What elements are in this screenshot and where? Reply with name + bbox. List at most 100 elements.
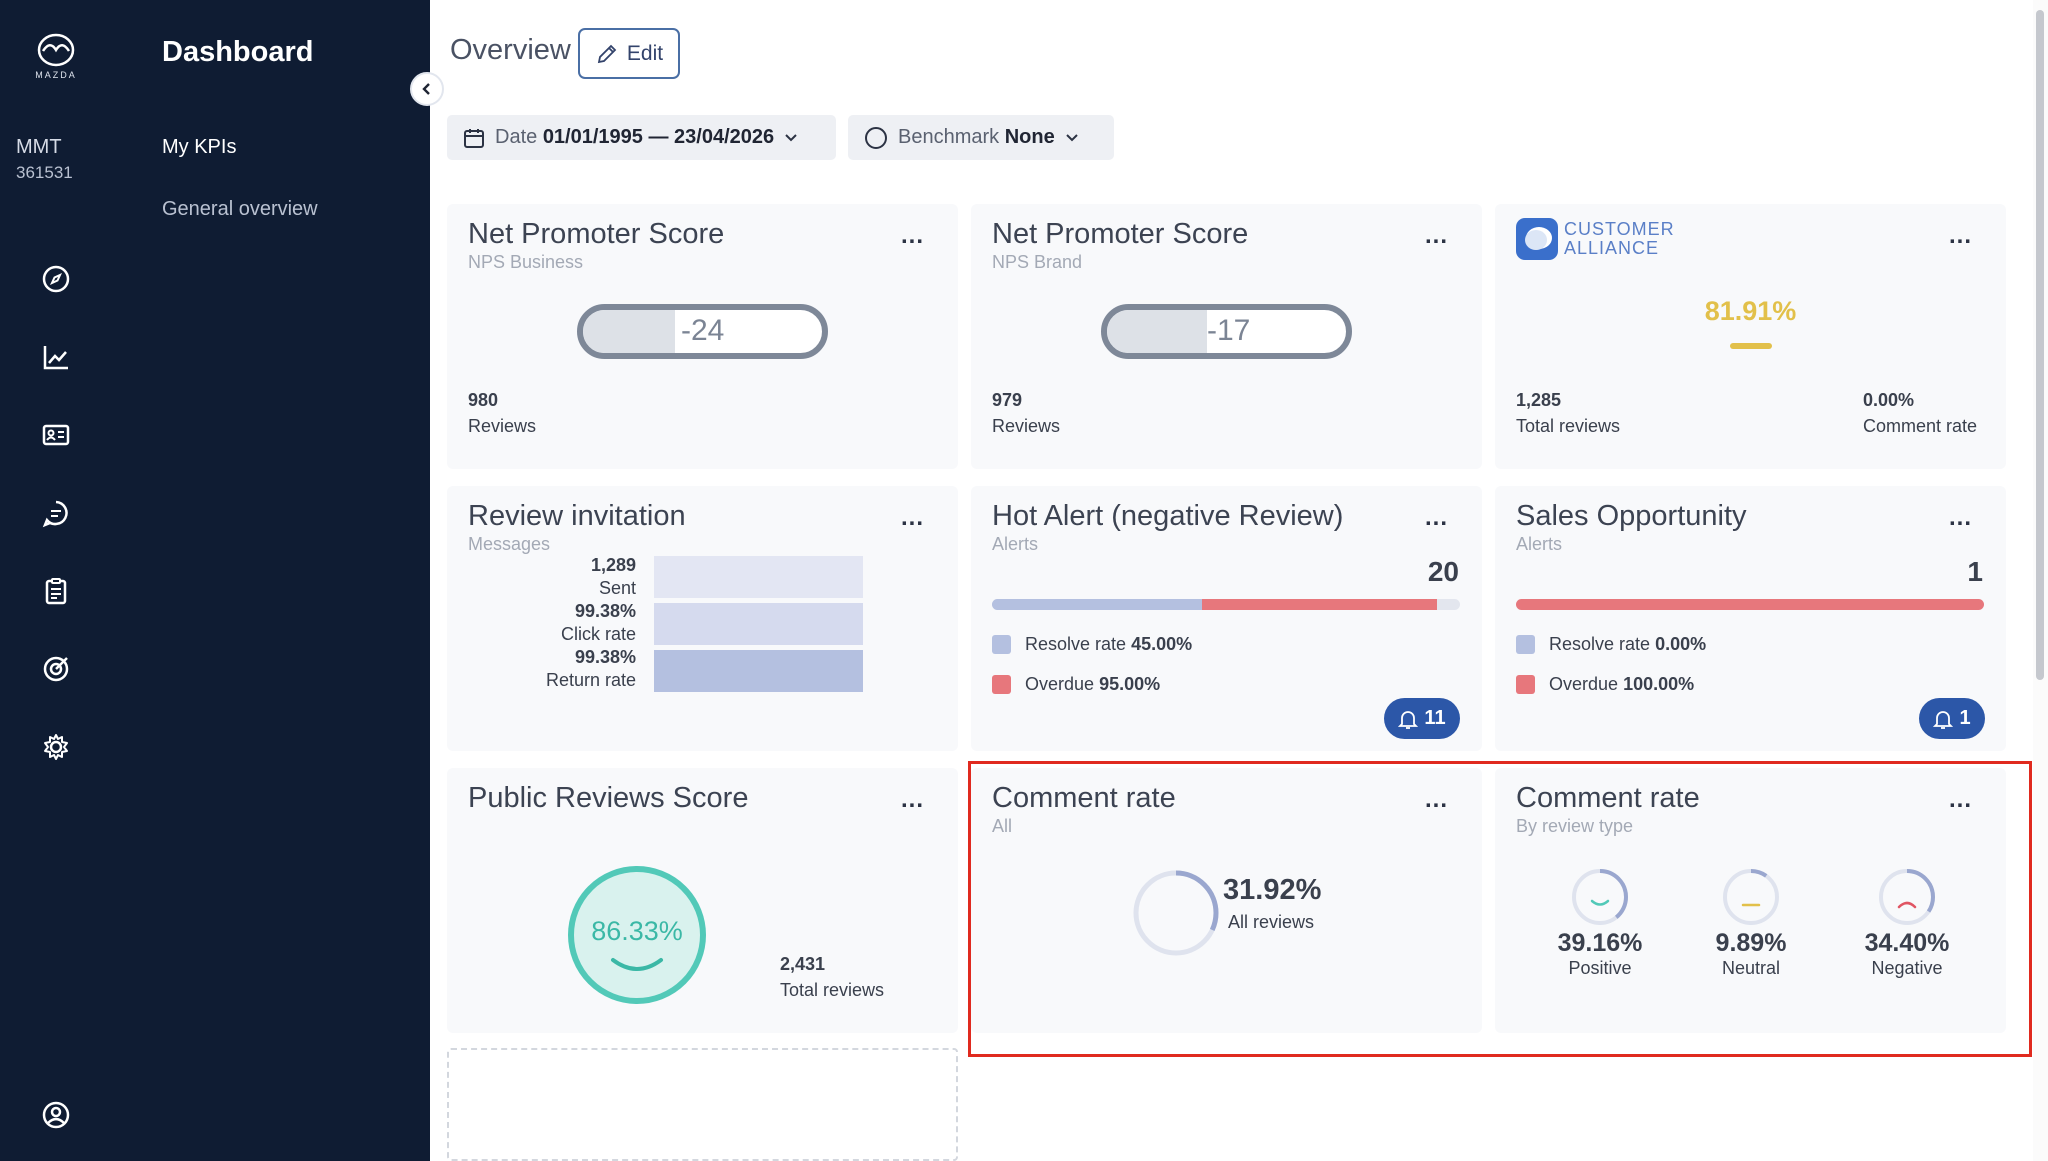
review-count: 980 [468, 390, 499, 410]
customer-alliance-logo: CUSTOMER ALLIANCE [1516, 218, 1675, 260]
funnel-bar-return [654, 650, 863, 692]
more-options-button[interactable]: ... [900, 786, 924, 813]
notification-badge-button[interactable]: 11 [1384, 698, 1460, 739]
click-rate-value: 99.38% [574, 601, 636, 621]
comment-rate-ring-arc [1133, 870, 1219, 956]
card-subtitle: Messages [468, 534, 551, 554]
public-score-gauge [568, 866, 706, 1004]
neutral-value: 9.89% [1715, 929, 1787, 957]
comment-rate-ring [1133, 870, 1219, 956]
comment-rate-label: All reviews [1228, 912, 1315, 932]
card-title: Comment rate [1516, 782, 1700, 814]
total-reviews: 1,285 [1516, 390, 1562, 410]
chevron-down-icon [1066, 133, 1078, 141]
account-info: MMT 361531 [16, 136, 73, 183]
card-subtitle: All [992, 816, 1013, 836]
card-customer-alliance: CUSTOMER ALLIANCE ... 81.91% 1,285 Total… [1495, 204, 2006, 469]
more-options-button[interactable]: ... [1948, 786, 1972, 813]
card-comment-rate-all: Comment rate All ... 31.92% All reviews [971, 768, 1482, 1033]
scrollbar-thumb[interactable] [2036, 10, 2044, 680]
benchmark-filter[interactable]: Benchmark None [848, 115, 1114, 160]
edit-label: Edit [626, 41, 664, 65]
total-reviews-label: Total reviews [780, 980, 885, 1000]
negative-value: 34.40% [1864, 929, 1950, 957]
more-options-button[interactable]: ... [1948, 222, 1972, 249]
date-filter[interactable]: Date 01/01/1995 — 23/04/2026 [447, 115, 836, 160]
positive-ring-arc [1572, 869, 1628, 925]
card-subtitle: NPS Business [468, 252, 584, 272]
resolve-legend: Resolve rate 45.00% [1025, 634, 1192, 655]
compass-icon[interactable] [38, 261, 74, 297]
calendar-icon [464, 128, 484, 148]
ca-score-underline [1730, 343, 1772, 349]
neutral-ring-arc [1723, 869, 1779, 925]
more-options-button[interactable]: ... [900, 504, 924, 531]
return-rate-value: 99.38% [574, 647, 636, 667]
overdue-segment [1202, 599, 1437, 610]
scrollbar[interactable] [2033, 0, 2048, 1161]
empty-widget-placeholder[interactable] [447, 1048, 958, 1161]
overdue-label: Overdue [1025, 674, 1095, 694]
resolve-legend: Resolve rate 0.00% [1549, 634, 1706, 655]
edit-button[interactable]: Edit [578, 28, 680, 79]
chat-icon[interactable] [38, 495, 74, 531]
smile-face-icon [1590, 899, 1610, 906]
card-nps-business: Net Promoter Score NPS Business ... -24 … [447, 204, 958, 469]
resolve-label: Resolve rate [1025, 634, 1127, 654]
sad-face-icon [1897, 901, 1917, 909]
more-options-button[interactable]: ... [1424, 222, 1448, 249]
card-title: Net Promoter Score [468, 218, 725, 250]
alert-progress-bar [1516, 599, 1984, 610]
return-rate-label: Return rate [545, 670, 636, 690]
review-count-label: Reviews [468, 416, 537, 436]
target-icon[interactable] [38, 651, 74, 687]
gear-icon[interactable] [38, 729, 74, 765]
nav-link-general-overview[interactable]: General overview [162, 198, 318, 220]
resolve-legend-swatch [992, 635, 1011, 654]
card-title: Review invitation [468, 500, 686, 532]
card-review-invitation: Review invitation Messages ... 1,289 Sen… [447, 486, 958, 751]
resolve-value: 0.00% [1655, 634, 1707, 654]
more-options-button[interactable]: ... [1424, 504, 1448, 531]
resolve-segment [992, 599, 1202, 610]
card-subtitle: NPS Brand [992, 252, 1083, 272]
benchmark-label: Benchmark [898, 126, 1000, 148]
mazda-logo[interactable]: MAZDA [30, 32, 82, 80]
nav-link-my-kpis[interactable]: My KPIs [162, 136, 237, 158]
resolve-label: Resolve rate [1549, 634, 1651, 654]
logo-text-line1: CUSTOMER [1564, 219, 1675, 239]
card-subtitle: By review type [1516, 816, 1634, 836]
more-options-button[interactable]: ... [1948, 504, 1972, 531]
notification-badge-button[interactable]: 1 [1919, 698, 1985, 739]
overdue-legend-swatch [992, 675, 1011, 694]
card-nps-brand: Net Promoter Score NPS Brand ... -17 979… [971, 204, 1482, 469]
more-options-button[interactable]: ... [1424, 786, 1448, 813]
click-rate-label: Click rate [560, 624, 636, 644]
icon-sidebar: MAZDA MMT 361531 [0, 0, 112, 1161]
account-id: 361531 [16, 163, 73, 182]
card-hot-alert: Hot Alert (negative Review) Alerts ... 2… [971, 486, 1482, 751]
speech-bubble-logo-icon [1516, 218, 1558, 260]
id-card-icon[interactable] [38, 417, 74, 453]
nps-gauge: -24 [577, 304, 828, 359]
neutral-ring [1723, 869, 1779, 925]
overdue-legend: Overdue 100.00% [1549, 674, 1694, 695]
overdue-value: 95.00% [1099, 674, 1161, 694]
resolve-legend-swatch [1516, 635, 1535, 654]
chart-line-icon[interactable] [38, 339, 74, 375]
user-profile-icon[interactable] [38, 1097, 74, 1133]
alert-count: 1 [1967, 556, 1983, 587]
more-options-button[interactable]: ... [900, 222, 924, 249]
positive-ring [1572, 869, 1628, 925]
collapse-sidebar-button[interactable] [410, 72, 444, 106]
page-title: Overview [450, 34, 571, 66]
clipboard-icon[interactable] [38, 573, 74, 609]
card-subtitle: Alerts [1516, 534, 1563, 554]
comment-rate-value: 31.92% [1223, 874, 1322, 906]
nav-panel [112, 0, 430, 1161]
total-reviews: 2,431 [780, 954, 826, 974]
funnel-bar-click [654, 603, 863, 645]
card-title: Hot Alert (negative Review) [992, 500, 1344, 532]
overdue-value: 100.00% [1623, 674, 1695, 694]
resolve-value: 45.00% [1131, 634, 1193, 654]
